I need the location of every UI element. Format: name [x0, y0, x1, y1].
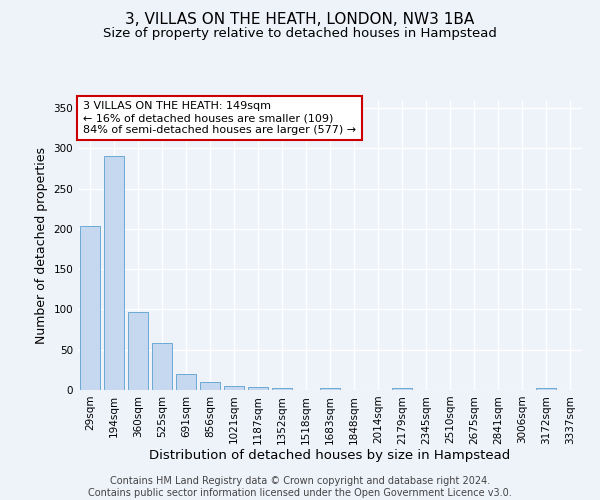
Text: Contains HM Land Registry data © Crown copyright and database right 2024.
Contai: Contains HM Land Registry data © Crown c…: [88, 476, 512, 498]
Bar: [320, 388, 340, 390]
Text: 3 VILLAS ON THE HEATH: 149sqm
← 16% of detached houses are smaller (109)
84% of : 3 VILLAS ON THE HEATH: 149sqm ← 16% of d…: [83, 102, 356, 134]
Text: 3, VILLAS ON THE HEATH, LONDON, NW3 1BA: 3, VILLAS ON THE HEATH, LONDON, NW3 1BA: [125, 12, 475, 28]
Bar: [200, 382, 220, 390]
Bar: [392, 388, 412, 390]
Text: Size of property relative to detached houses in Hampstead: Size of property relative to detached ho…: [103, 28, 497, 40]
Bar: [176, 374, 196, 390]
Bar: [80, 226, 100, 390]
Y-axis label: Number of detached properties: Number of detached properties: [35, 146, 48, 344]
Bar: [224, 386, 244, 390]
Bar: [536, 388, 556, 390]
Bar: [104, 156, 124, 390]
Bar: [272, 388, 292, 390]
X-axis label: Distribution of detached houses by size in Hampstead: Distribution of detached houses by size …: [149, 449, 511, 462]
Bar: [248, 387, 268, 390]
Bar: [152, 344, 172, 390]
Bar: [128, 312, 148, 390]
